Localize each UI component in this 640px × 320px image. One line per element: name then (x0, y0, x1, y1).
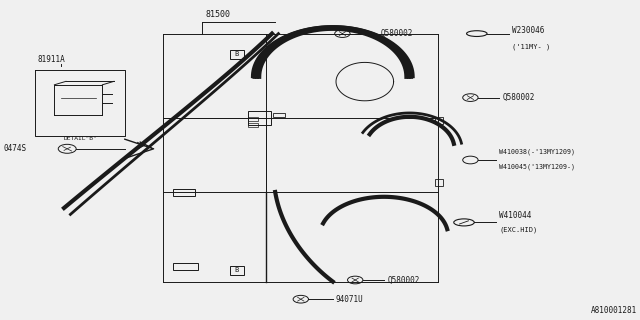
Text: A810001281: A810001281 (591, 306, 637, 315)
Bar (435, 179, 443, 186)
Text: Q580002: Q580002 (502, 93, 535, 102)
Bar (230, 50, 244, 59)
Text: B: B (235, 52, 239, 57)
Bar (173, 189, 195, 196)
Text: W230046: W230046 (512, 26, 545, 35)
Text: DETAIL"B": DETAIL"B" (63, 136, 97, 141)
Text: W410044: W410044 (499, 211, 532, 220)
Text: Q580002: Q580002 (387, 276, 420, 284)
Text: Q580002: Q580002 (381, 29, 413, 38)
Text: 81500: 81500 (205, 10, 230, 19)
Text: (EXC.HID): (EXC.HID) (499, 226, 538, 233)
Bar (435, 117, 443, 124)
Text: 94071U: 94071U (336, 295, 364, 304)
Text: 81911A: 81911A (37, 55, 65, 64)
Text: B: B (235, 268, 239, 273)
Bar (248, 111, 271, 125)
Text: W410038(-'13MY1209): W410038(-'13MY1209) (499, 149, 575, 155)
Text: ('11MY- ): ('11MY- ) (512, 43, 550, 50)
Bar (230, 266, 244, 275)
Bar (248, 117, 258, 121)
Bar (248, 123, 258, 127)
Text: 0474S: 0474S (3, 144, 26, 153)
Bar (173, 263, 198, 270)
Text: W410045('13MY1209-): W410045('13MY1209-) (499, 163, 575, 170)
Bar (273, 113, 285, 117)
